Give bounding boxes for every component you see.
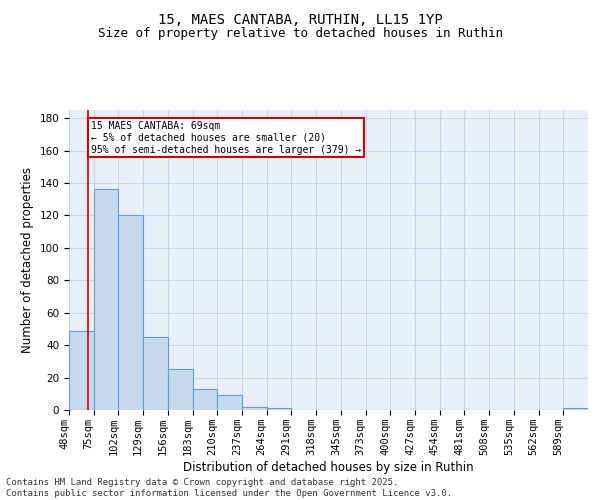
Y-axis label: Number of detached properties: Number of detached properties: [21, 167, 34, 353]
X-axis label: Distribution of detached houses by size in Ruthin: Distribution of detached houses by size …: [183, 460, 474, 473]
Bar: [143, 337, 168, 410]
Bar: [217, 396, 242, 410]
Bar: [242, 407, 267, 410]
Text: Size of property relative to detached houses in Ruthin: Size of property relative to detached ho…: [97, 28, 503, 40]
Bar: [267, 408, 292, 410]
Text: 15 MAES CANTABA: 69sqm
← 5% of detached houses are smaller (20)
95% of semi-deta: 15 MAES CANTABA: 69sqm ← 5% of detached …: [91, 122, 361, 154]
Bar: [94, 190, 118, 410]
Text: 15, MAES CANTABA, RUTHIN, LL15 1YP: 15, MAES CANTABA, RUTHIN, LL15 1YP: [158, 12, 442, 26]
Bar: [193, 389, 217, 410]
Bar: [563, 408, 588, 410]
Bar: [118, 216, 143, 410]
Bar: [168, 370, 193, 410]
Bar: [69, 330, 94, 410]
Text: Contains HM Land Registry data © Crown copyright and database right 2025.
Contai: Contains HM Land Registry data © Crown c…: [6, 478, 452, 498]
